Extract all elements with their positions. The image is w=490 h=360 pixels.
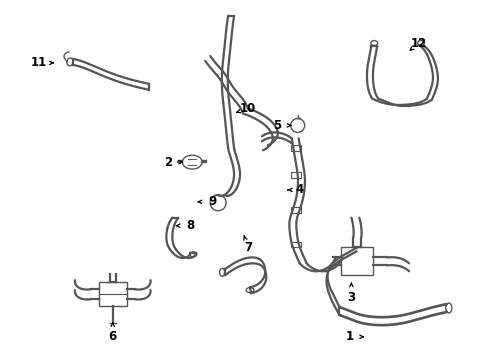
Text: 8: 8 bbox=[186, 219, 195, 232]
Bar bbox=[291, 145, 301, 151]
Text: 1: 1 bbox=[345, 330, 353, 343]
Text: 10: 10 bbox=[240, 102, 256, 115]
Text: 7: 7 bbox=[244, 241, 252, 254]
Bar bbox=[291, 172, 301, 178]
Text: 6: 6 bbox=[109, 330, 117, 343]
Text: 5: 5 bbox=[273, 119, 281, 132]
Text: 9: 9 bbox=[208, 195, 216, 208]
Text: 12: 12 bbox=[411, 37, 427, 50]
Bar bbox=[342, 247, 373, 275]
Text: 4: 4 bbox=[295, 184, 304, 197]
Bar bbox=[99, 282, 127, 306]
Text: 11: 11 bbox=[31, 57, 48, 69]
Text: 3: 3 bbox=[347, 291, 355, 303]
Text: 2: 2 bbox=[164, 156, 172, 168]
Bar bbox=[291, 242, 301, 247]
Bar bbox=[291, 207, 301, 213]
